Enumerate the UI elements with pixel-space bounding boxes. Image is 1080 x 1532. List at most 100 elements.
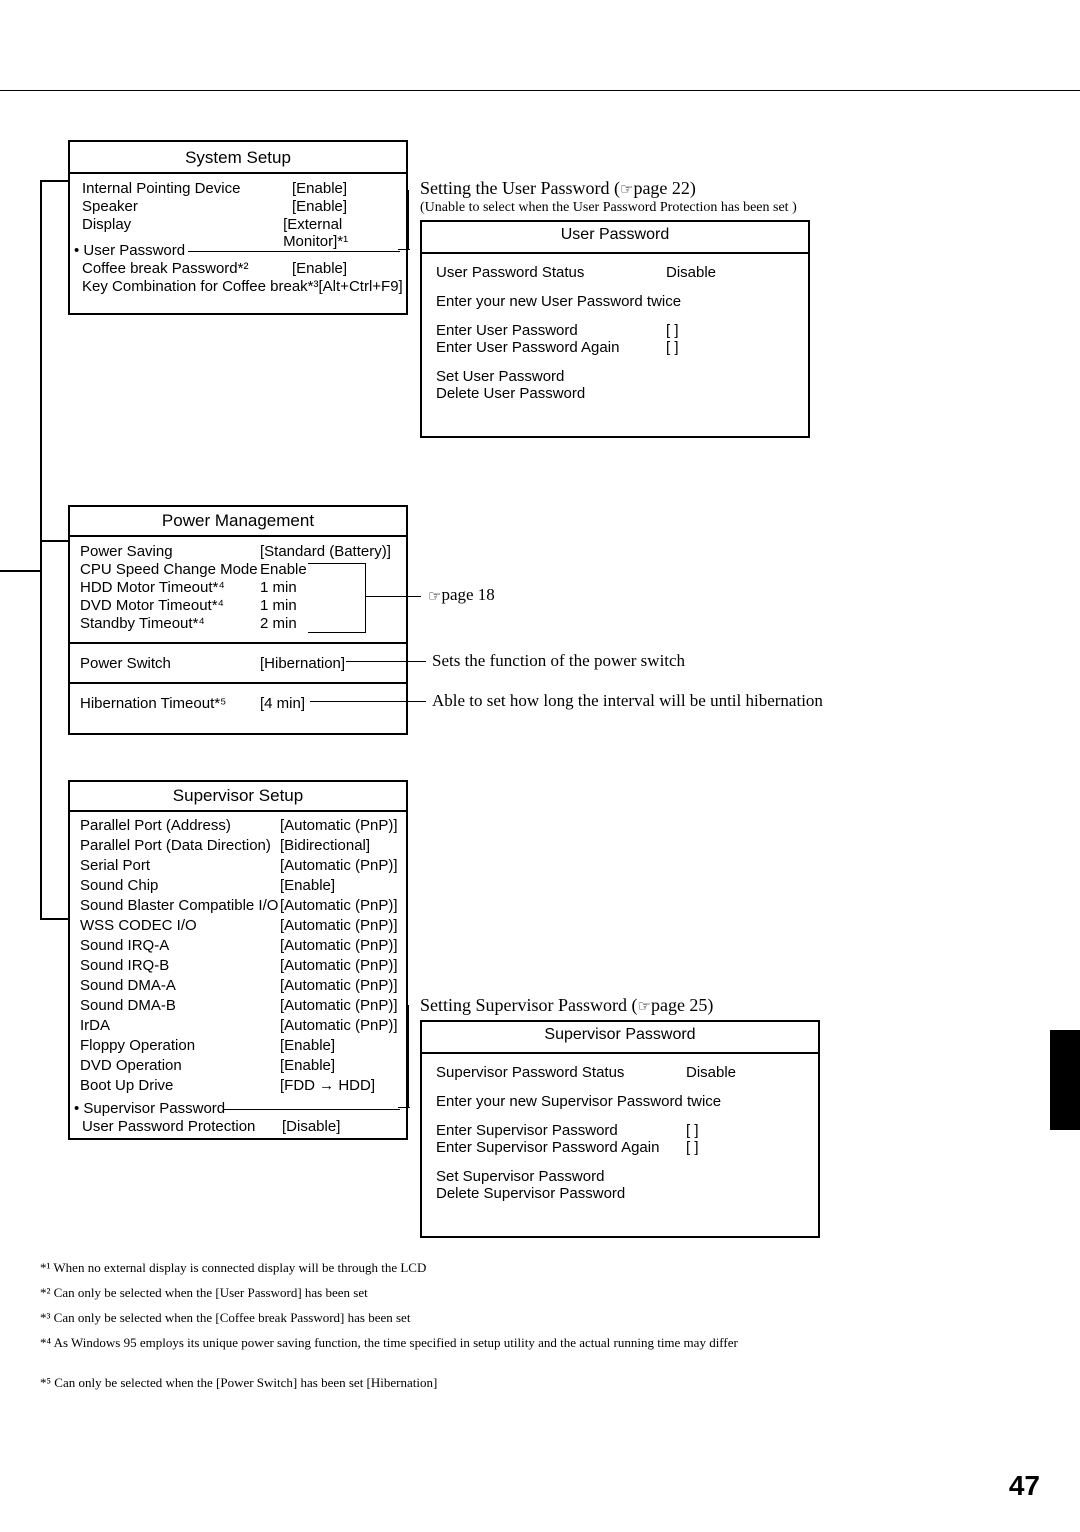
setting-row: Floppy Operation[Enable] [80,1036,398,1056]
page-number: 47 [1009,1470,1040,1502]
field-value[interactable]: [ ] [686,1122,699,1139]
footnote: *⁵ Can only be selected when the [Power … [40,1375,437,1391]
field-label: Enter Supervisor Password Again [436,1139,686,1156]
annotation: Able to set how long the interval will b… [432,691,823,711]
setting-value: [Enable] [292,180,347,197]
setting-row: WSS CODEC I/O[Automatic (PnP)] [80,916,398,936]
setting-label: Serial Port [80,856,280,876]
setting-label: Coffee break Password*² [82,260,292,277]
footnote: *¹ When no external display is connected… [40,1260,426,1276]
setting-value: [External Monitor]*¹ [283,216,406,250]
divider [70,535,406,537]
setting-value: [Enable] [292,260,347,277]
setting-label: Floppy Operation [80,1036,280,1056]
supervisor-password-box: Supervisor Password Supervisor Password … [420,1020,820,1238]
system-setup-panel: System Setup Internal Pointing Device[En… [68,140,408,315]
setting-value: [Automatic (PnP)] [280,976,398,996]
setting-label: Sound IRQ-B [80,956,280,976]
settings-list: Parallel Port (Address)[Automatic (PnP)]… [80,816,398,1096]
action-label: Set Supervisor Password [436,1168,804,1185]
connector [40,918,68,920]
pointer-icon: ☞ [620,180,633,199]
setting-row: Sound Blaster Compatible I/O[Automatic (… [80,896,398,916]
setting-label: Sound Blaster Compatible I/O [80,896,280,916]
connector [310,701,426,702]
divider [0,90,1080,91]
note-text: (Unable to select when the User Password… [420,200,797,216]
setting-row: Serial Port[Automatic (PnP)] [80,856,398,876]
setting-row: Sound IRQ-A[Automatic (PnP)] [80,936,398,956]
box-title: User Password [422,226,808,244]
action-label: Set User Password [436,368,794,385]
setting-label: Key Combination for Coffee break*³[Alt+C… [82,278,403,295]
connector [366,596,421,597]
page: System Setup Internal Pointing Device[En… [0,0,1080,1532]
instruction-text: Enter your new Supervisor Password twice [436,1093,804,1110]
setting-value: [Automatic (PnP)] [280,816,398,836]
setting-row: Sound DMA-A[Automatic (PnP)] [80,976,398,996]
setting-label: Power Switch [80,655,260,672]
text: page 18 [441,585,494,604]
status-label: User Password Status [436,264,666,281]
panel-title: Power Management [70,511,406,531]
connector [40,180,42,920]
action-label: Delete Supervisor Password [436,1185,804,1202]
divider [70,682,406,684]
divider [70,810,406,812]
connector [40,540,68,542]
setting-label: IrDA [80,1016,280,1036]
box-title: Supervisor Password [422,1026,818,1044]
setting-label: Boot Up Drive [80,1076,280,1096]
divider [70,172,406,174]
connector [408,1005,409,1108]
field-value[interactable]: [ ] [666,322,679,339]
connector [408,190,409,250]
connector [224,1109,400,1110]
status-label: Supervisor Password Status [436,1064,686,1081]
pointer-icon: ☞ [428,587,441,605]
text: Setting the User Password ( [420,178,620,198]
setting-value: [Enable] [280,1036,335,1056]
setting-label: HDD Motor Timeout*⁴ [80,579,260,596]
setting-value: [Automatic (PnP)] [280,856,398,876]
setting-value: [Automatic (PnP)] [280,1016,398,1036]
setting-label: Sound DMA-A [80,976,280,996]
footnote: *² Can only be selected when the [User P… [40,1285,368,1301]
field-value[interactable]: [ ] [686,1139,699,1156]
setting-value: [Bidirectional] [280,836,370,856]
setting-value: [Hibernation] [260,655,345,672]
user-password-box: User Password User Password StatusDisabl… [420,220,810,438]
setting-label: Sound DMA-B [80,996,280,1016]
field-label: Enter Supervisor Password [436,1122,686,1139]
field-value[interactable]: [ ] [666,339,679,356]
connector [188,251,400,252]
setting-value: 1 min [260,579,297,596]
setting-label: Parallel Port (Address) [80,816,280,836]
text: Setting Supervisor Password ( [420,995,638,1015]
setting-label: Internal Pointing Device [82,180,292,197]
setting-label: DVD Operation [80,1056,280,1076]
field-label: Enter User Password Again [436,339,666,356]
setting-label: Speaker [82,198,292,215]
annotation: ☞page 18 [428,585,495,605]
footnote: *³ Can only be selected when the [Coffee… [40,1310,410,1326]
bracket [308,563,366,633]
note-text: Setting the User Password (☞page 22) [420,178,696,199]
setting-value: 2 min [260,615,297,632]
setting-value: [Enable] [280,1056,335,1076]
setting-label: Parallel Port (Data Direction) [80,836,280,856]
setting-value: [Standard (Battery)] [260,543,391,560]
setting-value: 1 min [260,597,297,614]
setting-label: Power Saving [80,543,260,560]
setting-label: Sound IRQ-A [80,936,280,956]
setting-label: CPU Speed Change Mode [80,561,260,578]
divider [70,642,406,644]
setting-value: [Automatic (PnP)] [280,896,398,916]
setting-row: IrDA[Automatic (PnP)] [80,1016,398,1036]
setting-label: Hibernation Timeout*⁵ [80,695,260,712]
setting-value: [Automatic (PnP)] [280,956,398,976]
setting-label: Standby Timeout*⁴ [80,615,260,632]
setting-row: Sound IRQ-B[Automatic (PnP)] [80,956,398,976]
text: page 25) [651,995,713,1015]
section-heading: • Supervisor Password [74,1100,225,1117]
